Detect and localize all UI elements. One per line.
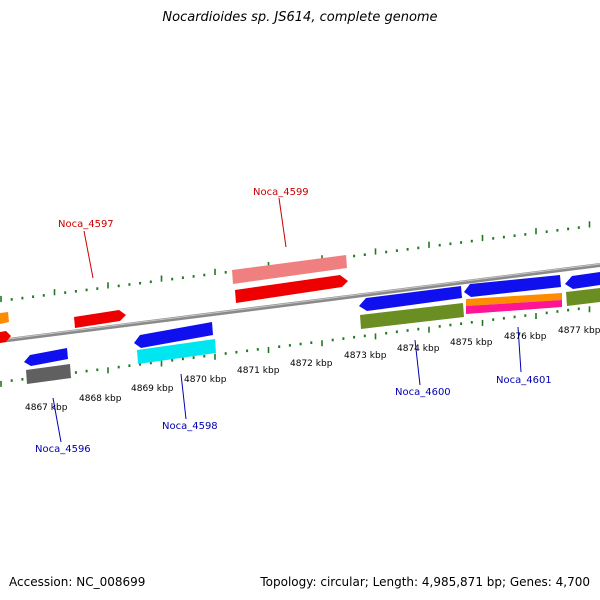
gene-arrow-blue-right-edge [565, 272, 600, 289]
genome-backbone [0, 263, 600, 343]
kbp-label: 4873 kbp [344, 351, 387, 361]
map-title: Nocardioides sp. JS614, complete genome [162, 10, 438, 25]
gene-label-noca-4596: Noca_4596 [35, 444, 91, 455]
gene-label-noca-4597: Noca_4597 [58, 219, 114, 230]
kbp-label: 4870 kbp [184, 375, 227, 385]
gene-arrow-magenta-4601 [466, 300, 562, 314]
gene-arrow-red-4599 [235, 275, 348, 303]
leader-4597 [83, 230, 94, 279]
kbp-label: 4872 kbp [290, 359, 333, 369]
gene-arrow-blue-4600 [359, 286, 462, 311]
gene-arrow-blue-4598 [134, 322, 213, 348]
gene-arrow-orange-4601 [466, 293, 562, 306]
kbp-label: 4877 kbp [558, 326, 600, 336]
leader-4599 [278, 197, 287, 248]
gene-label-noca-4600: Noca_4600 [395, 387, 451, 398]
kbp-label: 4875 kbp [450, 338, 493, 348]
gene-arrow-red-left-edge [0, 331, 11, 343]
lower-tick-track [0, 306, 591, 387]
leader-4601 [517, 326, 522, 373]
gene-arrow-blue-4601 [464, 275, 561, 297]
kbp-label: 4868 kbp [79, 394, 122, 404]
gene-arrow-red-4597 [74, 310, 126, 328]
kbp-label: 4876 kbp [504, 332, 547, 342]
gene-arrow-orange [0, 312, 9, 324]
topology-summary: Topology: circular; Length: 4,985,871 bp… [260, 575, 590, 589]
gene-labels: Noca_4597 Noca_4599 Noca_4596 Noca_4598 … [35, 187, 552, 455]
gene-arrow-olive-right-edge [566, 288, 600, 306]
gene-arrow-blue-4596 [24, 348, 68, 366]
leader-4598 [180, 373, 187, 420]
kbp-labels: 4867 kbp 4868 kbp 4869 kbp 4870 kbp 4871… [25, 326, 600, 413]
gene-label-noca-4599: Noca_4599 [253, 187, 309, 198]
label-leaders [52, 197, 522, 443]
gene-arrow-gray-4596 [26, 364, 71, 384]
gene-arrow-olive-4600 [360, 303, 464, 329]
gene-label-noca-4601: Noca_4601 [496, 375, 552, 386]
feature-arrows [0, 255, 600, 384]
leader-4600 [414, 339, 421, 386]
kbp-label: 4869 kbp [131, 384, 174, 394]
gene-label-noca-4598: Noca_4598 [162, 421, 218, 432]
accession-text: Accession: NC_008699 [9, 575, 146, 589]
gene-arrow-cyan-4598 [137, 339, 216, 364]
leader-4596 [52, 397, 62, 443]
genome-backbone-highlight [0, 263, 600, 341]
kbp-label: 4874 kbp [397, 344, 440, 354]
kbp-label: 4871 kbp [237, 366, 280, 376]
gene-arrow-pink-4599 [232, 255, 347, 284]
kbp-label: 4867 kbp [25, 403, 68, 413]
